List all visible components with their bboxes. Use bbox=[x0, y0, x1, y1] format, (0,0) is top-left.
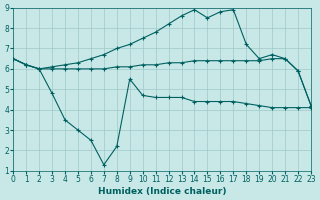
X-axis label: Humidex (Indice chaleur): Humidex (Indice chaleur) bbox=[98, 187, 226, 196]
